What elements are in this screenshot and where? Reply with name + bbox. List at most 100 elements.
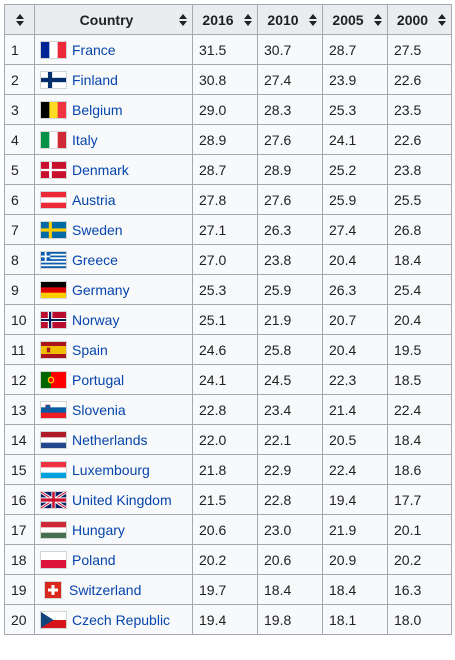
country-link[interactable]: Denmark (72, 161, 129, 178)
rank-cell: 11 (4, 334, 35, 365)
flag-italy-icon[interactable] (41, 131, 66, 148)
value-cell-2016: 22.8 (192, 394, 258, 425)
table-row: 14 Netherlands 22.0 22.1 20.5 18.4 (4, 424, 452, 455)
country-header-label: Country (79, 11, 134, 28)
country-link[interactable]: Greece (72, 251, 118, 268)
flag-luxembourg-icon[interactable] (41, 461, 66, 478)
flag-sweden-icon[interactable] (41, 221, 66, 238)
country-cell: Austria (34, 184, 193, 215)
flag-austria-icon[interactable] (41, 191, 66, 208)
year-2010-column-header[interactable]: 2010 (257, 4, 323, 35)
value-cell-2000: 22.4 (387, 394, 452, 425)
rank-cell: 18 (4, 544, 35, 575)
country-cell-content: Denmark (41, 161, 186, 178)
year-2000-header-label: 2000 (396, 11, 429, 28)
value-cell-2016: 20.2 (192, 544, 258, 575)
flag-finland-icon[interactable] (41, 71, 66, 88)
sort-icon (309, 13, 317, 26)
country-link[interactable]: Spain (72, 341, 108, 358)
value-cell-2016: 24.1 (192, 364, 258, 395)
value-cell-2016: 31.5 (192, 34, 258, 65)
flag-france-icon[interactable] (41, 41, 66, 58)
flag-portugal-icon[interactable] (41, 371, 66, 388)
country-link[interactable]: Portugal (72, 371, 125, 388)
value-cell-2010: 25.9 (257, 274, 323, 305)
flag-greece-icon[interactable] (41, 251, 66, 268)
flag-spain-icon[interactable] (41, 341, 66, 358)
table-row: 9 Germany 25.3 25.9 26.3 25.4 (4, 274, 452, 305)
sort-icon (179, 13, 187, 26)
country-link[interactable]: Luxembourg (72, 461, 150, 478)
year-2005-column-header[interactable]: 2005 (322, 4, 388, 35)
rank-cell: 3 (4, 94, 35, 125)
value-cell-2016: 25.1 (192, 304, 258, 335)
country-link[interactable]: Norway (72, 311, 120, 328)
country-link[interactable]: Italy (72, 131, 98, 148)
country-cell-content: Spain (41, 341, 186, 358)
year-2016-column-header[interactable]: 2016 (192, 4, 258, 35)
value-cell-2000: 16.3 (387, 574, 452, 605)
value-cell-2010: 26.3 (257, 214, 323, 245)
sort-icon (244, 13, 252, 26)
flag-hungary-icon[interactable] (41, 521, 66, 538)
country-link[interactable]: Czech Republic (72, 611, 171, 628)
country-link[interactable]: Hungary (72, 521, 125, 538)
country-link[interactable]: Germany (72, 281, 130, 298)
flag-germany-icon[interactable] (41, 281, 66, 298)
flag-norway-icon[interactable] (41, 311, 66, 328)
country-link[interactable]: Slovenia (72, 401, 126, 418)
value-cell-2000: 22.6 (387, 124, 452, 155)
country-cell-content: Sweden (41, 221, 186, 238)
flag-united-kingdom-icon[interactable] (41, 491, 66, 508)
rank-cell: 14 (4, 424, 35, 455)
value-cell-2000: 18.4 (387, 424, 452, 455)
flag-slovenia-icon[interactable] (41, 401, 66, 418)
value-cell-2005: 25.3 (322, 94, 388, 125)
value-cell-2000: 18.5 (387, 364, 452, 395)
country-link[interactable]: Poland (72, 551, 116, 568)
table-row: 19 Switzerland 19.7 18.4 18.4 16.3 (4, 574, 452, 605)
value-cell-2005: 20.4 (322, 244, 388, 275)
flag-netherlands-icon[interactable] (41, 431, 66, 448)
country-cell-content: Slovenia (41, 401, 186, 418)
value-cell-2016: 27.0 (192, 244, 258, 275)
country-column-header[interactable]: Country (34, 4, 193, 35)
table-row: 18 Poland 20.2 20.6 20.9 20.2 (4, 544, 452, 575)
year-2016-header-label: 2016 (202, 11, 234, 28)
country-cell: Spain (34, 334, 193, 365)
flag-czech-republic-icon[interactable] (41, 611, 66, 628)
value-cell-2000: 23.8 (387, 154, 452, 185)
table-row: 3 Belgium 29.0 28.3 25.3 23.5 (4, 94, 452, 125)
country-link[interactable]: Austria (72, 191, 116, 208)
value-cell-2005: 21.9 (322, 514, 388, 545)
flag-poland-icon[interactable] (41, 551, 66, 568)
value-cell-2010: 28.9 (257, 154, 323, 185)
year-2000-column-header[interactable]: 2000 (387, 4, 452, 35)
country-cell-content: Luxembourg (41, 461, 186, 478)
rank-cell: 6 (4, 184, 35, 215)
flag-switzerland-icon[interactable] (45, 581, 61, 598)
rank-cell: 17 (4, 514, 35, 545)
value-cell-2005: 19.4 (322, 484, 388, 515)
value-cell-2005: 27.4 (322, 214, 388, 245)
value-cell-2016: 21.8 (192, 454, 258, 485)
value-cell-2016: 28.9 (192, 124, 258, 155)
value-cell-2016: 27.8 (192, 184, 258, 215)
rank-cell: 7 (4, 214, 35, 245)
country-link[interactable]: France (72, 41, 116, 58)
country-link[interactable]: United Kingdom (72, 491, 172, 508)
country-cell: Greece (34, 244, 193, 275)
country-link[interactable]: Finland (72, 71, 118, 88)
country-link[interactable]: Sweden (72, 221, 123, 238)
value-cell-2010: 27.6 (257, 184, 323, 215)
country-link[interactable]: Switzerland (69, 581, 142, 598)
value-cell-2016: 19.7 (192, 574, 258, 605)
country-cell: Germany (34, 274, 193, 305)
country-link[interactable]: Netherlands (72, 431, 148, 448)
value-cell-2000: 18.0 (387, 604, 452, 635)
country-link[interactable]: Belgium (72, 101, 123, 118)
flag-denmark-icon[interactable] (41, 161, 66, 178)
rank-column-header[interactable] (4, 4, 35, 35)
flag-belgium-icon[interactable] (41, 101, 66, 118)
value-cell-2005: 18.1 (322, 604, 388, 635)
